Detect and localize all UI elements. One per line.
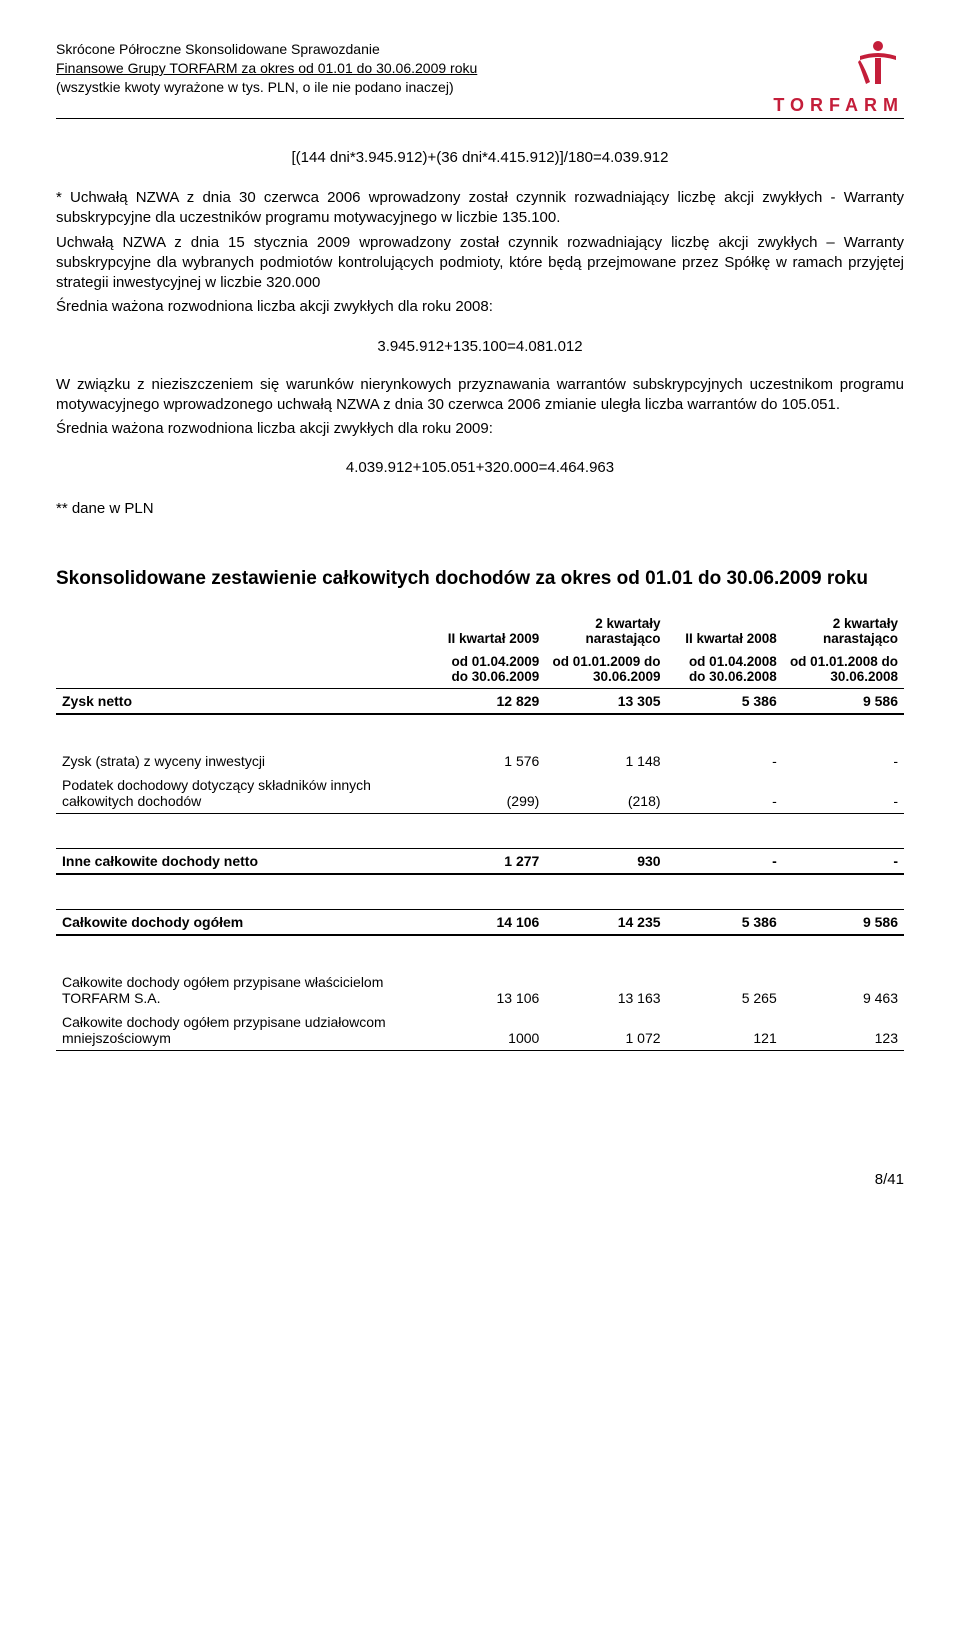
row-label: Całkowite dochody ogółem	[56, 909, 429, 935]
formula-1: [(144 dni*3.945.912)+(36 dni*4.415.912)]…	[56, 149, 904, 166]
row-value: 9 586	[783, 688, 904, 714]
table-row: Całkowite dochody ogółem14 10614 2355 38…	[56, 909, 904, 935]
row-value: 121	[667, 1010, 783, 1051]
col-header-4b: od 01.01.2008 do 30.06.2008	[783, 650, 904, 689]
logo: TORFARM	[704, 40, 904, 116]
col-header-2b: od 01.01.2009 do 30.06.2009	[545, 650, 666, 689]
paragraph-2: Uchwałą NZWA z dnia 15 stycznia 2009 wpr…	[56, 233, 904, 294]
row-label: Zysk netto	[56, 688, 429, 714]
row-value: 1 072	[545, 1010, 666, 1051]
row-value: 5 386	[667, 688, 783, 714]
row-value: -	[667, 848, 783, 874]
paragraph-3: Średnia ważona rozwodniona liczba akcji …	[56, 297, 904, 317]
formula-2: 3.945.912+135.100=4.081.012	[56, 338, 904, 355]
row-label: Inne całkowite dochody netto	[56, 848, 429, 874]
row-value: 9 586	[783, 909, 904, 935]
row-value: (299)	[429, 773, 545, 814]
paragraph-1: * Uchwałą NZWA z dnia 30 czerwca 2006 wp…	[56, 188, 904, 229]
table-row: Całkowite dochody ogółem przypisane właś…	[56, 970, 904, 1010]
row-value: 14 235	[545, 909, 666, 935]
row-label: Podatek dochodowy dotyczący składników i…	[56, 773, 429, 814]
row-value: 14 106	[429, 909, 545, 935]
row-label: Całkowite dochody ogółem przypisane właś…	[56, 970, 429, 1010]
body-text-block-1: * Uchwałą NZWA z dnia 30 czerwca 2006 wp…	[56, 188, 904, 318]
page-footer: 8/41	[56, 1171, 904, 1188]
header-line-2: Finansowe Grupy TORFARM za okres od 01.0…	[56, 59, 477, 78]
table-row: Inne całkowite dochody netto1 277930--	[56, 848, 904, 874]
row-label: Całkowite dochody ogółem przypisane udzi…	[56, 1010, 429, 1051]
table-header-row-1: II kwartał 2009 2 kwartały narastająco I…	[56, 612, 904, 650]
row-value: 13 106	[429, 970, 545, 1010]
col-header-3b: od 01.04.2008 do 30.06.2008	[667, 650, 783, 689]
row-value: 13 305	[545, 688, 666, 714]
formula-3: 4.039.912+105.051+320.000=4.464.963	[56, 459, 904, 476]
row-value: 123	[783, 1010, 904, 1051]
row-value: -	[783, 749, 904, 773]
col-header-1b: od 01.04.2009 do 30.06.2009	[429, 650, 545, 689]
table-row: Zysk (strata) z wyceny inwestycji1 5761 …	[56, 749, 904, 773]
table-row: Całkowite dochody ogółem przypisane udzi…	[56, 1010, 904, 1051]
header-text-block: Skrócone Półroczne Skonsolidowane Sprawo…	[56, 40, 477, 97]
row-value: 930	[545, 848, 666, 874]
col-header-4a: 2 kwartały narastająco	[783, 612, 904, 650]
row-value: 1 576	[429, 749, 545, 773]
income-table: II kwartał 2009 2 kwartały narastająco I…	[56, 612, 904, 1051]
logo-icon	[852, 40, 904, 86]
row-label: Zysk (strata) z wyceny inwestycji	[56, 749, 429, 773]
row-value: -	[667, 749, 783, 773]
row-value: -	[783, 773, 904, 814]
row-value: 1000	[429, 1010, 545, 1051]
row-value: 12 829	[429, 688, 545, 714]
row-value: (218)	[545, 773, 666, 814]
col-header-2a: 2 kwartały narastająco	[545, 612, 666, 650]
col-header-3a: II kwartał 2008	[667, 612, 783, 650]
header-line-3: (wszystkie kwoty wyrażone w tys. PLN, o …	[56, 78, 477, 97]
row-value: -	[783, 848, 904, 874]
paragraph-4: W związku z nieziszczeniem się warunków …	[56, 375, 904, 416]
paragraph-5: Średnia ważona rozwodniona liczba akcji …	[56, 419, 904, 439]
row-value: 13 163	[545, 970, 666, 1010]
table-row: Zysk netto12 82913 3055 3869 586	[56, 688, 904, 714]
pln-note: ** dane w PLN	[56, 500, 904, 517]
page-header: Skrócone Półroczne Skonsolidowane Sprawo…	[56, 40, 904, 119]
header-line-1: Skrócone Półroczne Skonsolidowane Sprawo…	[56, 40, 477, 59]
table-row: Podatek dochodowy dotyczący składników i…	[56, 773, 904, 814]
section-title: Skonsolidowane zestawienie całkowitych d…	[56, 567, 904, 592]
row-value: 1 277	[429, 848, 545, 874]
row-value: 5 265	[667, 970, 783, 1010]
logo-text: TORFARM	[704, 95, 904, 116]
row-value: 5 386	[667, 909, 783, 935]
row-value: -	[667, 773, 783, 814]
table-header-row-2: od 01.04.2009 do 30.06.2009 od 01.01.200…	[56, 650, 904, 689]
col-header-1a: II kwartał 2009	[429, 612, 545, 650]
body-text-block-2: W związku z nieziszczeniem się warunków …	[56, 375, 904, 440]
row-value: 1 148	[545, 749, 666, 773]
row-value: 9 463	[783, 970, 904, 1010]
